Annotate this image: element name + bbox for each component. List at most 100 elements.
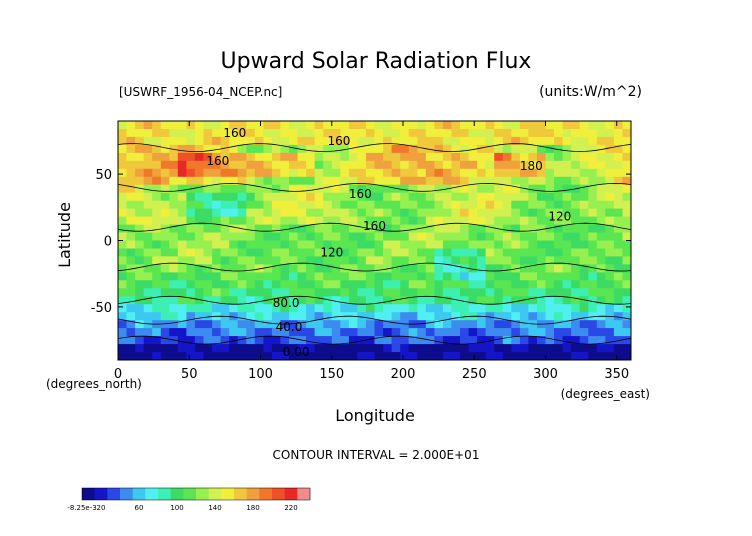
field-cell — [143, 352, 153, 360]
field-cell — [203, 152, 213, 162]
plot-field — [118, 121, 631, 360]
field-cell — [263, 216, 273, 226]
field-cell — [442, 296, 453, 305]
field-cell — [263, 152, 273, 162]
field-cell — [579, 216, 589, 226]
field-cell — [194, 216, 205, 226]
field-cell — [408, 168, 418, 178]
field-cell — [434, 352, 444, 360]
field-cell — [271, 304, 282, 313]
field-cell — [177, 224, 187, 234]
field-cell — [348, 288, 358, 297]
field-cell — [528, 152, 538, 162]
field-cell — [613, 272, 624, 281]
field-cell — [468, 216, 478, 226]
field-cell — [425, 121, 435, 130]
field-cell — [220, 136, 230, 146]
field-cell — [126, 248, 136, 258]
field-cell — [323, 216, 333, 226]
field-cell — [519, 216, 530, 226]
field-cell — [613, 328, 624, 337]
field-cell — [229, 184, 239, 194]
field-cell — [186, 288, 196, 297]
field-cell — [451, 192, 461, 202]
field-cell — [383, 208, 393, 218]
field-cell — [220, 288, 230, 297]
field-cell — [280, 160, 290, 170]
field-cell — [348, 352, 358, 360]
field-cell — [186, 144, 196, 154]
field-cell — [579, 272, 589, 281]
field-cell — [571, 320, 581, 329]
field-cell — [511, 232, 521, 242]
field-cell — [571, 152, 581, 162]
field-cell — [391, 256, 401, 265]
field-cell — [545, 240, 555, 250]
field-cell — [537, 304, 547, 313]
field-cell — [622, 144, 631, 154]
field-cell — [220, 216, 230, 226]
field-cell — [177, 160, 187, 170]
field-cell — [118, 129, 128, 138]
field-cell — [126, 216, 136, 226]
field-cell — [237, 208, 247, 218]
field-cell — [135, 352, 145, 360]
field-cell — [562, 192, 572, 202]
field-cell — [229, 336, 239, 345]
field-cell — [194, 121, 205, 130]
field-cell — [314, 288, 324, 297]
field-cell — [220, 129, 230, 138]
field-cell — [622, 336, 631, 345]
field-cell — [246, 296, 256, 305]
field-cell — [194, 280, 205, 289]
field-cell — [357, 224, 367, 234]
field-cell — [391, 176, 401, 186]
field-cell — [554, 280, 564, 289]
field-cell — [374, 144, 384, 154]
field-cell — [331, 200, 341, 210]
field-cell — [374, 344, 384, 353]
field-cell — [383, 312, 393, 321]
field-cell — [323, 152, 333, 162]
field-cell — [135, 240, 145, 250]
field-cell — [519, 168, 530, 178]
field-cell — [220, 168, 230, 178]
colorbar-swatch — [183, 488, 197, 500]
field-cell — [383, 288, 393, 297]
field-cell — [340, 192, 350, 202]
field-cell — [442, 129, 453, 138]
field-cell — [622, 256, 631, 265]
field-cell — [571, 312, 581, 321]
field-cell — [220, 200, 230, 210]
field-cell — [511, 240, 521, 250]
field-cell — [203, 352, 213, 360]
field-cell — [485, 288, 495, 297]
field-cell — [519, 304, 530, 313]
field-cell — [340, 136, 350, 146]
field-cell — [468, 336, 478, 345]
field-cell — [152, 121, 162, 130]
field-cell — [169, 320, 179, 329]
field-cell — [160, 216, 170, 226]
field-cell — [306, 200, 316, 210]
field-cell — [519, 336, 530, 345]
field-cell — [177, 168, 187, 178]
field-cell — [118, 200, 128, 210]
field-cell — [417, 296, 427, 305]
field-cell — [152, 184, 162, 194]
field-cell — [434, 288, 444, 297]
field-cell — [289, 344, 299, 353]
field-cell — [477, 192, 487, 202]
field-cell — [554, 240, 564, 250]
field-cell — [306, 176, 316, 186]
field-cell — [383, 152, 393, 162]
field-cell — [528, 280, 538, 289]
field-cell — [391, 121, 401, 130]
field-cell — [400, 328, 410, 337]
field-cell — [348, 192, 358, 202]
field-cell — [519, 240, 530, 250]
field-cell — [331, 232, 341, 242]
field-cell — [545, 121, 555, 130]
field-cell — [545, 216, 555, 226]
field-cell — [254, 208, 264, 218]
